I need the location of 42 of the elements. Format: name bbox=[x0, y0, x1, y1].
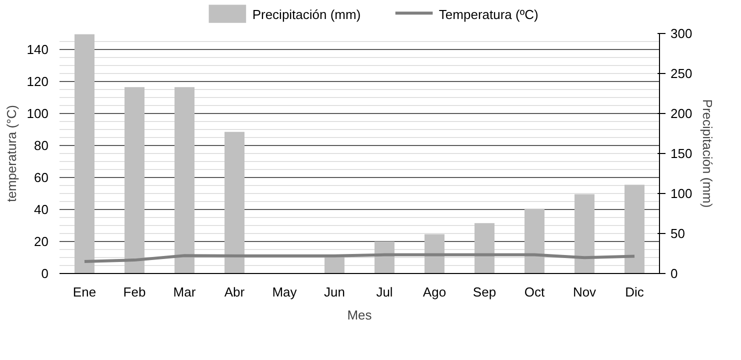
y2-tick-label: 250 bbox=[670, 66, 692, 81]
y2-tick-label: 300 bbox=[670, 26, 692, 41]
y-tick-label: 80 bbox=[34, 138, 49, 153]
y-tick-label: 60 bbox=[34, 170, 49, 185]
y-tick-label: 100 bbox=[26, 106, 49, 121]
x-tick-label: Ago bbox=[422, 284, 446, 300]
y-tick-label: 20 bbox=[34, 234, 49, 249]
x-tick-label: Jun bbox=[324, 284, 345, 300]
bar bbox=[474, 223, 494, 274]
x-axis-title: Mes bbox=[347, 308, 372, 322]
y2-tick-label: 50 bbox=[670, 226, 685, 241]
bar bbox=[624, 184, 644, 274]
x-tick-label: Feb bbox=[123, 284, 146, 300]
x-tick-label: May bbox=[272, 284, 298, 300]
x-tick-label: Oct bbox=[524, 284, 545, 300]
x-tick-label: Ene bbox=[72, 284, 96, 300]
x-tick-label: Mar bbox=[173, 284, 196, 300]
y2-tick-label: 150 bbox=[670, 146, 692, 161]
bar bbox=[74, 34, 94, 274]
y-tick-label: 120 bbox=[26, 74, 49, 89]
y-tick-label: 0 bbox=[41, 266, 49, 281]
bar bbox=[524, 208, 544, 274]
y2-tick-label: 0 bbox=[670, 266, 678, 281]
line-series bbox=[83, 253, 636, 263]
y2-tick-label: 200 bbox=[670, 106, 692, 121]
y-tick-label: 40 bbox=[34, 202, 49, 217]
x-tick-label: Abr bbox=[224, 284, 246, 300]
bar bbox=[124, 87, 144, 274]
bar bbox=[224, 132, 244, 274]
bar bbox=[574, 194, 594, 274]
bar bbox=[174, 87, 194, 274]
y2-tick-label: 100 bbox=[670, 186, 692, 201]
x-tick-label: Sep bbox=[472, 284, 496, 300]
y-axis-title: temperatura (°C) bbox=[4, 105, 19, 202]
legend-label: Temperatura (ºC) bbox=[438, 7, 538, 22]
x-tick-label: Dic bbox=[625, 284, 644, 300]
y-tick-label: 140 bbox=[26, 42, 49, 57]
x-tick-label: Nov bbox=[572, 284, 597, 300]
legend-label: Precipitación (mm) bbox=[252, 7, 361, 22]
y2-axis-title: Precipitación (mm) bbox=[700, 99, 716, 208]
x-tick-label: Jul bbox=[376, 284, 393, 300]
bar bbox=[424, 234, 444, 274]
